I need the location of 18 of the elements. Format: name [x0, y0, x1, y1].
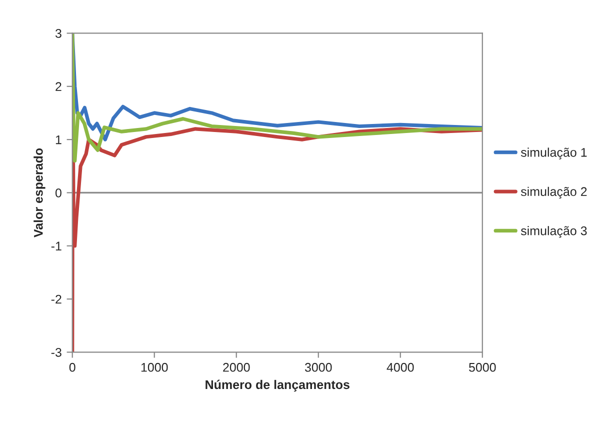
y-tick-label: -3: [51, 348, 62, 357]
x-tick-label: 1000: [141, 362, 168, 372]
x-axis-title: Número de lançamentos: [206, 380, 350, 392]
x-tick-label: 2000: [223, 362, 250, 372]
legend-label: simulação 2: [520, 186, 587, 199]
y-axis-title: Valor esperado: [34, 148, 46, 238]
x-tick-label: 0: [69, 362, 76, 372]
y-tick-label: -1: [51, 242, 62, 250]
y-tick-label: -2: [51, 294, 62, 304]
y-tick-label: 1: [56, 135, 62, 144]
y-tick-label: 0: [55, 188, 62, 198]
y-tick-label: 2: [56, 82, 62, 91]
y-tick-label: 3: [55, 29, 62, 38]
x-tick-label: 4000: [386, 362, 414, 372]
legend-label: simulação 1: [520, 148, 587, 160]
x-tick-label: 3000: [304, 362, 332, 372]
legend-label: simulação 3: [520, 226, 587, 238]
x-tick-label: 5000: [469, 362, 496, 372]
